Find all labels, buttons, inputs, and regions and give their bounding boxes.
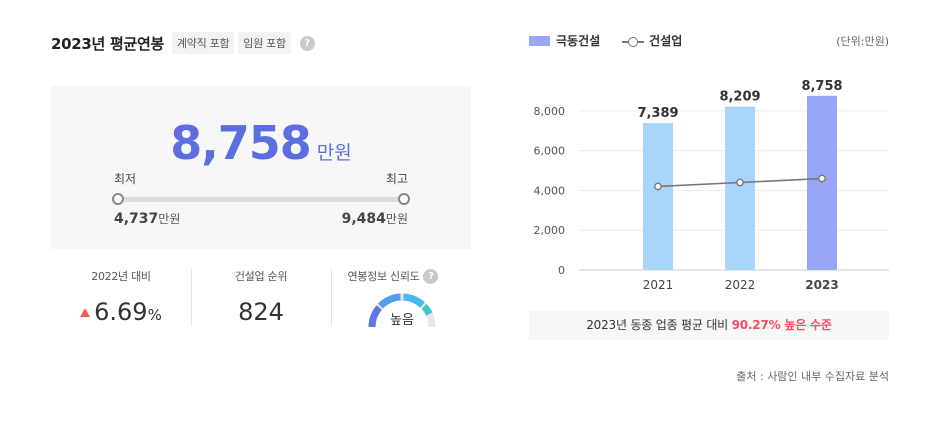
gauge-segment-2 <box>377 293 401 309</box>
salary-range-track <box>118 197 404 202</box>
max-label: 최고 <box>385 172 408 186</box>
yoy-stat: 2022년 대비 6.69% <box>71 268 171 326</box>
industry-point <box>654 182 662 191</box>
chart-legend: 극동건설 건설업 <box>529 32 682 49</box>
x-tick-label: 2022 <box>725 278 756 292</box>
salary-chart: 0 2,000 4,000 6,000 8,000 7,389 2021 8,209 2022 8… <box>534 80 889 292</box>
x-tick-label: 2021 <box>643 278 674 292</box>
min-label: 최저 <box>114 172 137 186</box>
bar-value-label: 8,209 <box>719 90 760 105</box>
y-tick-label: 6,000 <box>534 145 566 158</box>
yoy-value-row: 6.69% <box>71 298 171 326</box>
legend-bar-swatch <box>529 35 550 46</box>
yoy-unit: % <box>147 306 162 324</box>
average-salary: 8,758 만원 <box>51 116 471 170</box>
bar-2023 <box>807 95 837 271</box>
reliability-gauge <box>368 293 436 328</box>
industry-comparison: 2023년 동종 업종 평균 대비 90.27% 높은 수준 <box>529 311 889 340</box>
yoy-label: 2022년 대비 <box>91 270 151 283</box>
min-salary-value: 4,737 <box>114 211 159 227</box>
x-tick-label: 2023 <box>805 278 838 292</box>
contract-included-tag: 계약직 포함 <box>171 32 235 54</box>
legend-company: 극동건설 <box>556 34 601 48</box>
yoy-value: 6.69 <box>94 298 148 326</box>
y-tick-label: 4,000 <box>534 184 566 197</box>
comparison-highlight: 90.27% 높은 수준 <box>731 318 832 332</box>
bar-2022 <box>725 106 755 270</box>
salary-header: 2023년 평균연봉 계약직 포함 임원 포함 ? <box>51 32 315 54</box>
industry-point <box>736 178 744 187</box>
bar-value-label: 7,389 <box>637 106 678 121</box>
bar-value-label: 8,758 <box>801 80 842 94</box>
source-note: 출처 : 사람인 내부 수집자료 분석 <box>736 370 889 383</box>
average-salary-unit: 만원 <box>316 142 352 164</box>
divider <box>191 268 192 326</box>
executive-included-tag: 임원 포함 <box>238 32 291 54</box>
min-salary: 4,737만원 <box>114 210 180 227</box>
max-salary-unit: 만원 <box>385 212 408 226</box>
max-knob <box>398 193 410 205</box>
reliability-label-row: 연봉정보 신뢰도 ? <box>343 268 443 284</box>
gauge-segment-3 <box>403 293 425 308</box>
rank-value: 824 <box>238 298 284 326</box>
min-salary-unit: 만원 <box>158 212 181 226</box>
average-salary-value: 8,758 <box>170 116 312 170</box>
comparison-text: 2023년 동종 업종 평균 대비 <box>586 318 729 332</box>
legend-industry: 건설업 <box>649 34 683 48</box>
y-tick-label: 0 <box>558 264 565 277</box>
unit-note: (단위:만원) <box>836 35 889 48</box>
rank-label: 건설업 순위 <box>234 270 288 283</box>
salary-summary-box: 8,758 만원 최저 최고 4,737만원 9,484만원 <box>51 86 471 249</box>
max-salary-value: 9,484 <box>341 211 386 227</box>
divider <box>331 268 332 326</box>
reliability-label: 연봉정보 신뢰도 <box>347 270 420 283</box>
max-salary: 9,484만원 <box>342 210 408 227</box>
bar-2021 <box>643 123 673 270</box>
legend-line-swatch <box>622 36 645 47</box>
y-tick-label: 8,000 <box>534 105 566 118</box>
gauge-segment-4 <box>421 304 433 316</box>
reliability-value: 높음 <box>390 313 414 328</box>
min-knob <box>112 193 124 205</box>
page-title: 2023년 평균연봉 <box>51 34 164 53</box>
rank-stat: 건설업 순위 824 <box>211 268 311 326</box>
y-tick-label: 2,000 <box>534 224 566 237</box>
reliability-stat: 연봉정보 신뢰도 ? <box>343 268 443 284</box>
question-icon[interactable]: ? <box>299 35 315 51</box>
question-icon[interactable]: ? <box>423 268 439 284</box>
gauge-segment-1 <box>368 305 383 328</box>
industry-point <box>818 174 826 183</box>
up-arrow-icon <box>80 308 91 317</box>
